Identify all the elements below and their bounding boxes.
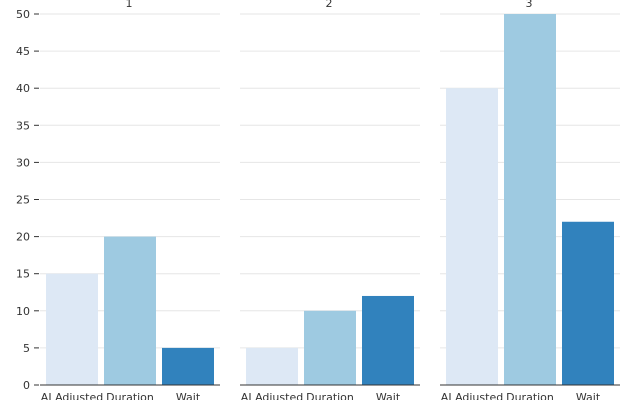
x-tick-label: AI Adjusted [41,391,103,400]
y-tick-label: 0 [23,379,30,392]
panel-title: 1 [126,0,133,10]
x-tick-label: Duration [506,391,554,400]
bar [446,88,498,385]
x-tick-label: Wait [376,391,401,400]
panel-title: 3 [526,0,533,10]
x-tick-label: AI Adjusted [441,391,503,400]
y-tick-label: 50 [16,8,30,21]
x-tick-label: Wait [176,391,201,400]
y-tick-label: 20 [16,231,30,244]
y-tick-label: 35 [16,119,30,132]
x-tick-label: Wait [576,391,601,400]
y-tick-label: 10 [16,305,30,318]
x-tick-label: Duration [306,391,354,400]
panel-title: 2 [326,0,333,10]
y-tick-label: 5 [23,342,30,355]
bar [362,295,414,385]
bar [104,236,156,385]
y-tick-label: 15 [16,268,30,281]
x-tick-label: Duration [106,391,154,400]
bar [162,347,214,385]
y-tick-label: 25 [16,194,30,207]
y-tick-label: 40 [16,82,30,95]
x-tick-label: AI Adjusted [241,391,303,400]
y-tick-label: 45 [16,45,30,58]
bar [304,310,356,385]
bar [562,221,614,385]
y-tick-label: 30 [16,156,30,169]
bar [246,347,298,385]
bar [504,14,556,385]
bar [46,273,98,385]
